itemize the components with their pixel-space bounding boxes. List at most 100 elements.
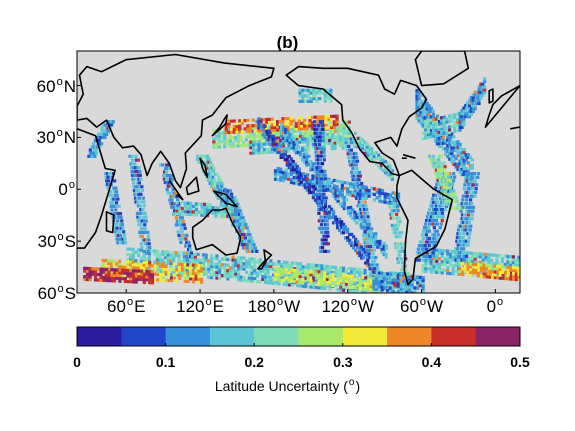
uncertainty-cell <box>374 156 378 161</box>
uncertainty-cell <box>287 154 291 159</box>
uncertainty-cell <box>325 280 330 284</box>
uncertainty-cell <box>220 184 224 188</box>
uncertainty-cell <box>368 244 372 249</box>
uncertainty-cell <box>134 259 138 263</box>
uncertainty-cell <box>394 278 398 282</box>
uncertainty-cell <box>351 191 355 195</box>
uncertainty-cell <box>295 143 299 147</box>
uncertainty-cell <box>433 123 438 127</box>
uncertainty-cell <box>309 88 313 92</box>
uncertainty-cell <box>142 200 146 204</box>
uncertainty-cell <box>421 236 426 241</box>
uncertainty-cell <box>305 152 309 156</box>
uncertainty-cell <box>183 212 187 216</box>
uncertainty-cell <box>311 167 315 172</box>
degree-symbol: o <box>126 296 134 308</box>
uncertainty-cell <box>398 234 402 239</box>
uncertainty-cell <box>260 145 264 149</box>
uncertainty-cell <box>308 124 312 128</box>
uncertainty-cell <box>454 264 458 268</box>
uncertainty-cell <box>364 226 368 230</box>
uncertainty-cell <box>352 270 356 274</box>
uncertainty-cell <box>492 261 496 266</box>
uncertainty-cell <box>234 269 238 273</box>
uncertainty-cell <box>168 184 172 188</box>
uncertainty-cell <box>273 120 277 124</box>
uncertainty-cell <box>261 137 265 141</box>
uncertainty-cell <box>159 278 163 282</box>
uncertainty-cell <box>456 232 460 236</box>
uncertainty-cell <box>469 194 473 198</box>
uncertainty-cell <box>313 127 317 131</box>
uncertainty-cell <box>431 244 435 248</box>
uncertainty-cell <box>464 190 468 194</box>
uncertainty-cell <box>246 127 250 131</box>
uncertainty-cell <box>358 174 362 178</box>
uncertainty-cell <box>128 262 133 267</box>
uncertainty-cell <box>271 145 275 149</box>
uncertainty-cell <box>323 182 328 186</box>
uncertainty-cell <box>288 283 292 287</box>
uncertainty-cell <box>448 149 452 153</box>
uncertainty-cell <box>473 93 477 97</box>
uncertainty-cell <box>236 267 241 271</box>
uncertainty-cell <box>186 204 190 208</box>
uncertainty-cell <box>158 269 162 273</box>
uncertainty-cell <box>356 251 360 255</box>
uncertainty-cell <box>344 285 349 289</box>
uncertainty-cell <box>332 120 336 124</box>
uncertainty-cell <box>251 239 255 243</box>
uncertainty-cell <box>137 177 141 181</box>
uncertainty-cell <box>178 273 182 278</box>
uncertainty-cell <box>367 233 372 237</box>
uncertainty-cell <box>338 179 342 184</box>
uncertainty-cell <box>364 237 368 241</box>
uncertainty-cell <box>446 266 450 270</box>
uncertainty-cell <box>175 279 179 283</box>
uncertainty-cell <box>261 131 265 135</box>
uncertainty-cell <box>419 110 423 114</box>
uncertainty-cell <box>138 230 142 234</box>
uncertainty-cell <box>512 272 516 276</box>
uncertainty-cell <box>386 272 390 276</box>
uncertainty-cell <box>435 267 439 272</box>
uncertainty-cell <box>364 250 368 254</box>
uncertainty-cell <box>166 261 170 265</box>
uncertainty-cell <box>399 273 403 277</box>
uncertainty-cell <box>419 102 423 106</box>
uncertainty-cell <box>444 147 448 151</box>
uncertainty-cell <box>340 220 344 224</box>
uncertainty-cell <box>262 148 267 152</box>
uncertainty-cell <box>479 93 483 97</box>
uncertainty-cell <box>236 133 240 137</box>
uncertainty-cell <box>247 140 251 144</box>
uncertainty-cell <box>346 230 350 234</box>
uncertainty-cell <box>275 148 279 152</box>
uncertainty-cell <box>388 197 393 202</box>
uncertainty-cell <box>478 260 483 264</box>
uncertainty-cell <box>317 123 321 128</box>
uncertainty-cell <box>289 116 293 120</box>
uncertainty-cell <box>147 242 151 246</box>
uncertainty-cell <box>418 284 423 288</box>
uncertainty-cell <box>517 258 520 262</box>
uncertainty-cell <box>217 175 221 179</box>
uncertainty-cell <box>429 109 433 113</box>
uncertainty-cell <box>413 291 417 293</box>
colorbar-segment <box>121 327 167 346</box>
uncertainty-cell <box>293 261 297 265</box>
uncertainty-cell <box>189 274 193 278</box>
uncertainty-cell <box>451 179 456 183</box>
uncertainty-cell <box>290 283 295 287</box>
coastline <box>414 51 470 87</box>
uncertainty-cell <box>112 212 117 216</box>
uncertainty-cell <box>309 266 313 270</box>
uncertainty-cell <box>434 128 438 132</box>
uncertainty-cell <box>253 246 258 250</box>
uncertainty-cell <box>367 147 371 151</box>
uncertainty-cell <box>369 279 373 283</box>
uncertainty-cell <box>462 256 466 260</box>
uncertainty-cell <box>418 278 423 282</box>
uncertainty-cell <box>450 182 455 187</box>
uncertainty-cell <box>478 255 483 259</box>
